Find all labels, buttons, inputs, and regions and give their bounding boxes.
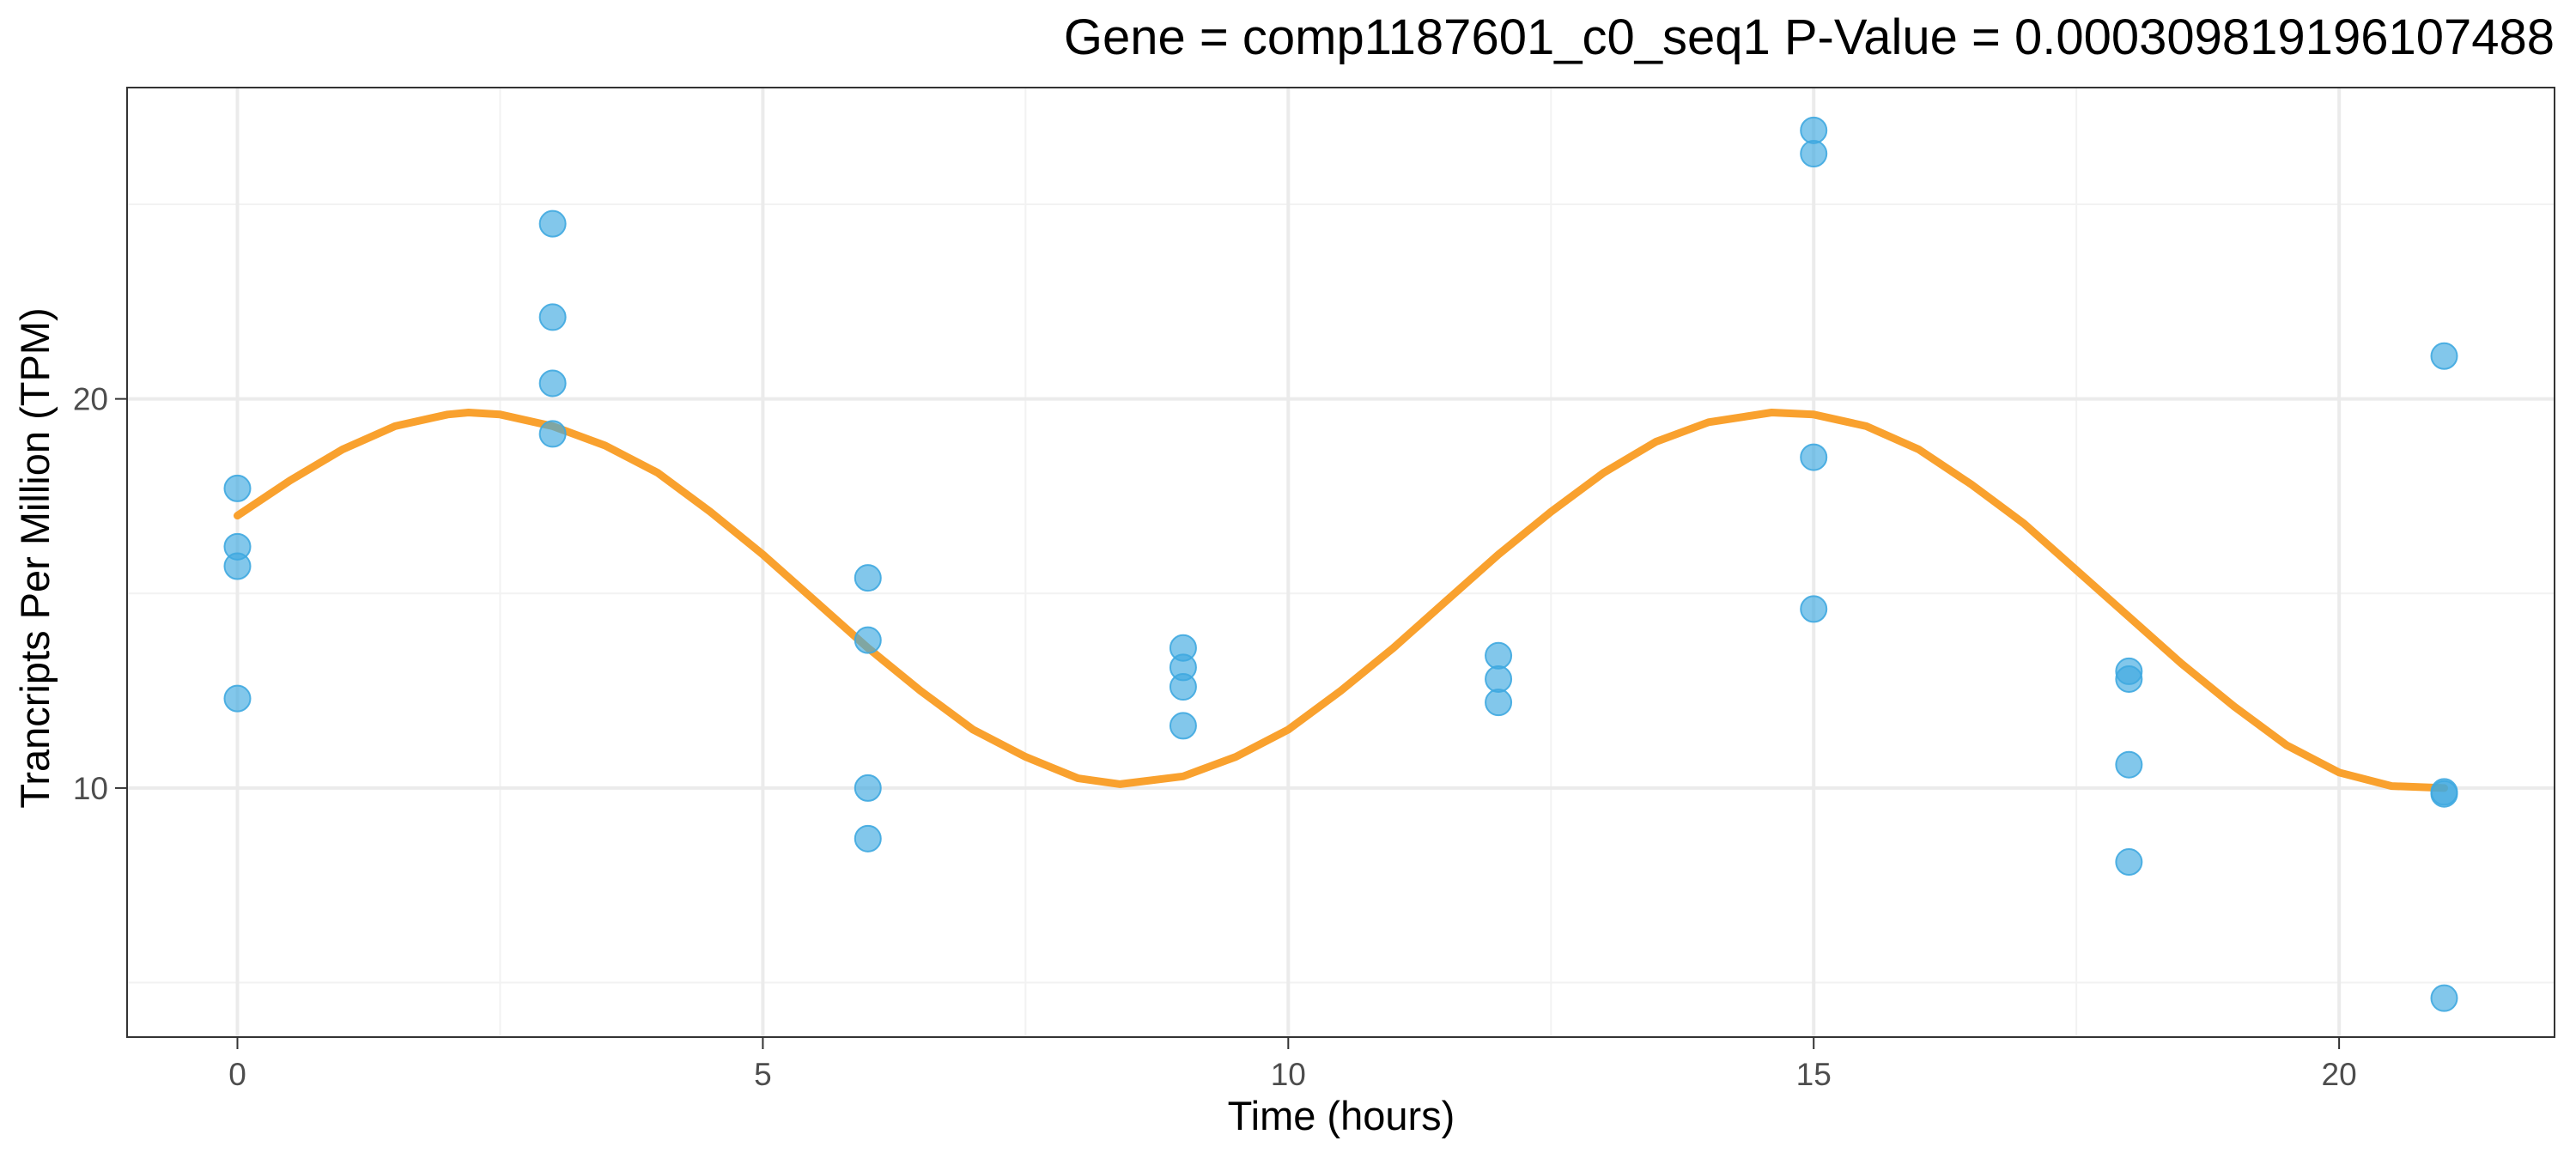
data-point: [538, 303, 567, 331]
x-axis-ticks: 0 5 10 15 20: [228, 1037, 2357, 1092]
data-point: [223, 552, 252, 580]
data-point: [1800, 595, 1828, 623]
x-tick-label: 15: [1796, 1057, 1832, 1092]
data-point: [538, 420, 567, 448]
data-point: [854, 564, 882, 592]
data-point: [1485, 689, 1513, 717]
data-point: [854, 824, 882, 853]
x-tick-label: 10: [1271, 1057, 1306, 1092]
x-axis-title: Time (hours): [1228, 1093, 1455, 1138]
data-point: [1485, 664, 1513, 693]
x-tick-label: 5: [754, 1057, 772, 1092]
data-point: [1485, 641, 1513, 670]
y-tick-label: 10: [73, 771, 108, 806]
data-point: [1800, 116, 1828, 144]
fit-curve: [234, 409, 2448, 792]
x-tick-label: 20: [2322, 1057, 2357, 1092]
data-point: [538, 209, 567, 238]
data-point: [2430, 780, 2458, 808]
data-point: [2430, 984, 2458, 1012]
y-tick-label: 20: [73, 382, 108, 417]
grid-minor: [127, 88, 2555, 1037]
data-point: [1800, 140, 1828, 168]
data-point: [2430, 342, 2458, 370]
data-point: [2115, 664, 2143, 693]
data-point: [1800, 443, 1828, 471]
chart-title: Gene = comp1187601_c0_seq1 P-Value = 0.0…: [1064, 9, 2555, 65]
y-axis-ticks: 10 20: [73, 382, 127, 806]
data-point: [538, 369, 567, 397]
data-point: [854, 774, 882, 802]
data-point: [223, 474, 252, 502]
data-points: [223, 116, 2458, 1012]
y-axis-title: Trancripts Per Million (TPM): [12, 307, 58, 808]
panel-border: [126, 87, 2555, 1038]
data-point: [223, 684, 252, 713]
data-point: [2115, 750, 2143, 779]
data-point: [1169, 712, 1197, 740]
data-point: [1169, 673, 1197, 701]
x-tick-label: 0: [228, 1057, 246, 1092]
data-point: [2115, 848, 2143, 877]
grid-major: [127, 88, 2555, 1037]
data-point: [854, 626, 882, 654]
